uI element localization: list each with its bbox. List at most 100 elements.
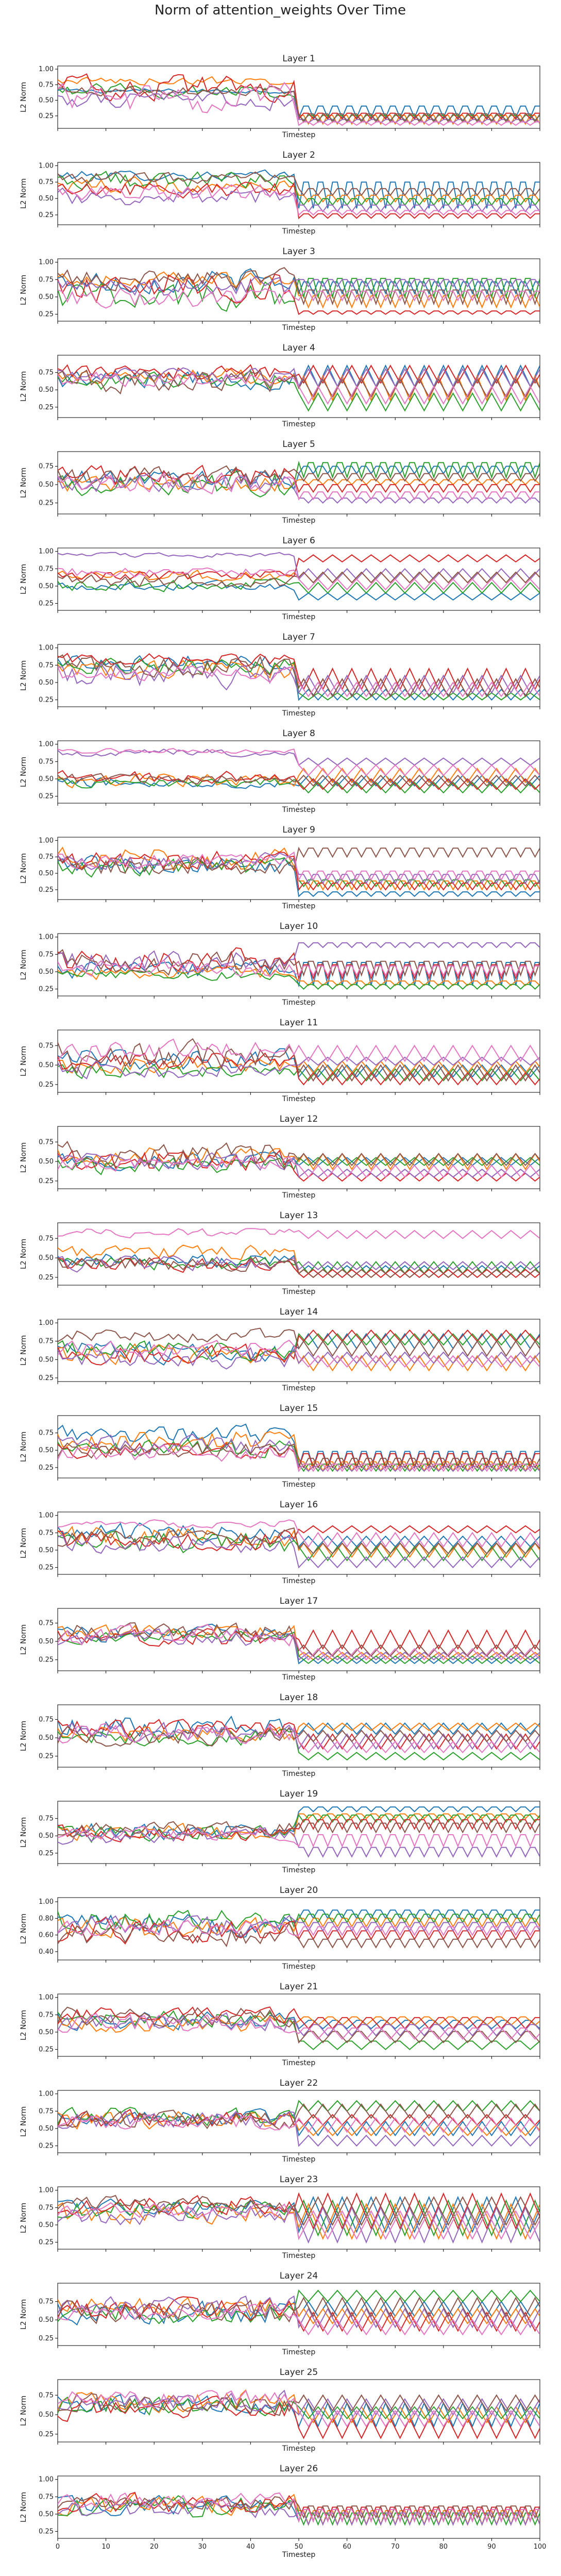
- x-axis-label: Timestep: [282, 1577, 316, 1585]
- panel-title: Layer 26: [280, 2464, 318, 2474]
- series-group: [58, 1622, 540, 1665]
- series-line: [58, 2108, 540, 2128]
- series-line: [58, 959, 540, 977]
- series-line: [58, 2192, 540, 2230]
- panel-title: Layer 23: [280, 2174, 318, 2185]
- x-axis-label: Timestep: [282, 2445, 316, 2453]
- series-line: [58, 1922, 540, 1949]
- series-line: [58, 171, 540, 196]
- panel-title: Layer 13: [280, 1210, 318, 1221]
- panel-title: Layer 14: [280, 1307, 318, 1317]
- x-axis-label: Timestep: [282, 902, 316, 910]
- panel-layer-11: Layer 11 0.25 0.50 0.75 L2 Norm Timestep: [20, 1018, 540, 1103]
- y-tick-label: 0.50: [39, 2221, 54, 2229]
- panel-title: Layer 15: [280, 1403, 318, 1414]
- series-line: [58, 267, 540, 306]
- series-line: [58, 370, 540, 412]
- series-line: [58, 1442, 540, 1469]
- panel-layer-16: Layer 16 0.25 0.50 0.75 1.00 L2 Norm Timestep: [20, 1500, 540, 1585]
- panel-title: Layer 2: [282, 150, 315, 160]
- y-axis-label: L2 Norm: [20, 1239, 28, 1269]
- panel-title: Layer 17: [280, 1596, 318, 1606]
- y-tick-label: 0.25: [39, 886, 54, 894]
- series-group: [58, 1327, 540, 1372]
- y-tick-label: 0.50: [39, 1447, 54, 1454]
- series-line: [58, 364, 540, 384]
- panel-title: Layer 5: [282, 439, 315, 450]
- y-axis-label: L2 Norm: [20, 853, 28, 884]
- series-line: [58, 1527, 540, 1555]
- y-tick-label: 1.00: [39, 2476, 54, 2484]
- panel-layer-20: Layer 20 0.40 0.60 0.80 1.00 L2 Norm Timestep: [20, 1885, 540, 1971]
- y-tick-label: 0.75: [39, 853, 54, 861]
- y-tick-label: 0.75: [39, 81, 54, 89]
- y-tick-label: 0.25: [39, 696, 54, 704]
- y-tick-label: 0.50: [39, 481, 54, 489]
- y-tick-label: 0.75: [39, 1430, 54, 1437]
- panel-layer-4: Layer 4 0.25 0.50 0.75 L2 Norm Timestep: [20, 343, 540, 428]
- panel-layer-25: Layer 25 0.25 0.50 0.75 L2 Norm Timestep: [20, 2367, 540, 2453]
- series-line: [58, 2297, 540, 2325]
- x-tick-label: 80: [439, 2543, 448, 2551]
- y-tick-label: 0.75: [39, 1338, 54, 1345]
- y-tick-label: 0.25: [39, 2431, 54, 2438]
- series-line: [58, 476, 540, 492]
- y-tick-label: 1.00: [39, 837, 54, 844]
- y-tick-label: 0.25: [39, 2335, 54, 2342]
- panel-title: Layer 1: [282, 54, 315, 64]
- series-line: [58, 1623, 540, 1665]
- x-axis-label: Timestep: [282, 1288, 316, 1296]
- series-line: [58, 1327, 540, 1357]
- y-axis-label: L2 Norm: [20, 2203, 28, 2233]
- x-tick-label: 90: [487, 2543, 496, 2551]
- y-tick-label: 0.50: [39, 1356, 54, 1364]
- series-line: [58, 2013, 540, 2040]
- series-line: [58, 2395, 540, 2439]
- y-tick-label: 0.75: [39, 951, 54, 958]
- series-line: [58, 942, 540, 973]
- x-axis-label: Timestep: [282, 2059, 316, 2067]
- x-axis-label: Timestep: [282, 1481, 316, 1489]
- series-group: [58, 1806, 540, 1858]
- panel-layer-15: Layer 15 0.25 0.50 0.75 L2 Norm Timestep: [20, 1403, 540, 1489]
- panel-layer-13: Layer 13 0.25 0.50 0.75 L2 Norm Timestep: [20, 1210, 540, 1296]
- panel-title: Layer 18: [280, 1692, 318, 1703]
- panel-layer-1: Layer 1 0.25 0.50 0.75 1.00 L2 Norm Timestep: [20, 54, 540, 139]
- x-tick-label: 100: [534, 2543, 547, 2551]
- series-line: [58, 2389, 540, 2416]
- panel-layer-3: Layer 3 0.25 0.50 0.75 1.00 L2 Norm Timestep: [20, 246, 540, 332]
- series-line: [58, 176, 540, 203]
- series-group: [58, 653, 540, 701]
- series-line: [58, 655, 540, 701]
- panel-title: Layer 3: [282, 246, 315, 257]
- series-line: [58, 465, 540, 486]
- series-line: [58, 1064, 540, 1082]
- panel-layer-19: Layer 19 0.25 0.50 0.75 L2 Norm Timestep: [20, 1789, 540, 1874]
- y-tick-label: 0.50: [39, 583, 54, 590]
- series-group: [58, 169, 540, 220]
- series-group: [58, 1423, 540, 1473]
- series-line: [58, 747, 540, 776]
- x-axis-label: Timestep: [282, 420, 316, 428]
- y-axis-label: L2 Norm: [20, 2010, 28, 2040]
- y-axis-label: L2 Norm: [20, 2396, 28, 2426]
- series-line: [58, 579, 540, 601]
- y-tick-label: 0.75: [39, 1042, 54, 1050]
- series-group: [58, 2491, 540, 2527]
- y-tick-label: 0.75: [39, 1235, 54, 1242]
- series-line: [58, 654, 540, 697]
- series-line: [58, 2303, 540, 2336]
- series-line: [58, 1156, 540, 1178]
- x-axis-label: Timestep: [282, 1095, 316, 1103]
- series-line: [58, 187, 540, 213]
- series-group: [58, 2006, 540, 2050]
- panel-title: Layer 21: [280, 1982, 318, 1992]
- x-axis-label: Timestep: [282, 2252, 316, 2260]
- y-tick-label: 0.25: [39, 1564, 54, 1572]
- series-line: [58, 2296, 540, 2332]
- series-line: [58, 846, 540, 891]
- series-group: [58, 2192, 540, 2244]
- y-tick-label: 0.50: [39, 386, 54, 394]
- series-line: [58, 1827, 540, 1858]
- y-tick-label: 0.75: [39, 276, 54, 284]
